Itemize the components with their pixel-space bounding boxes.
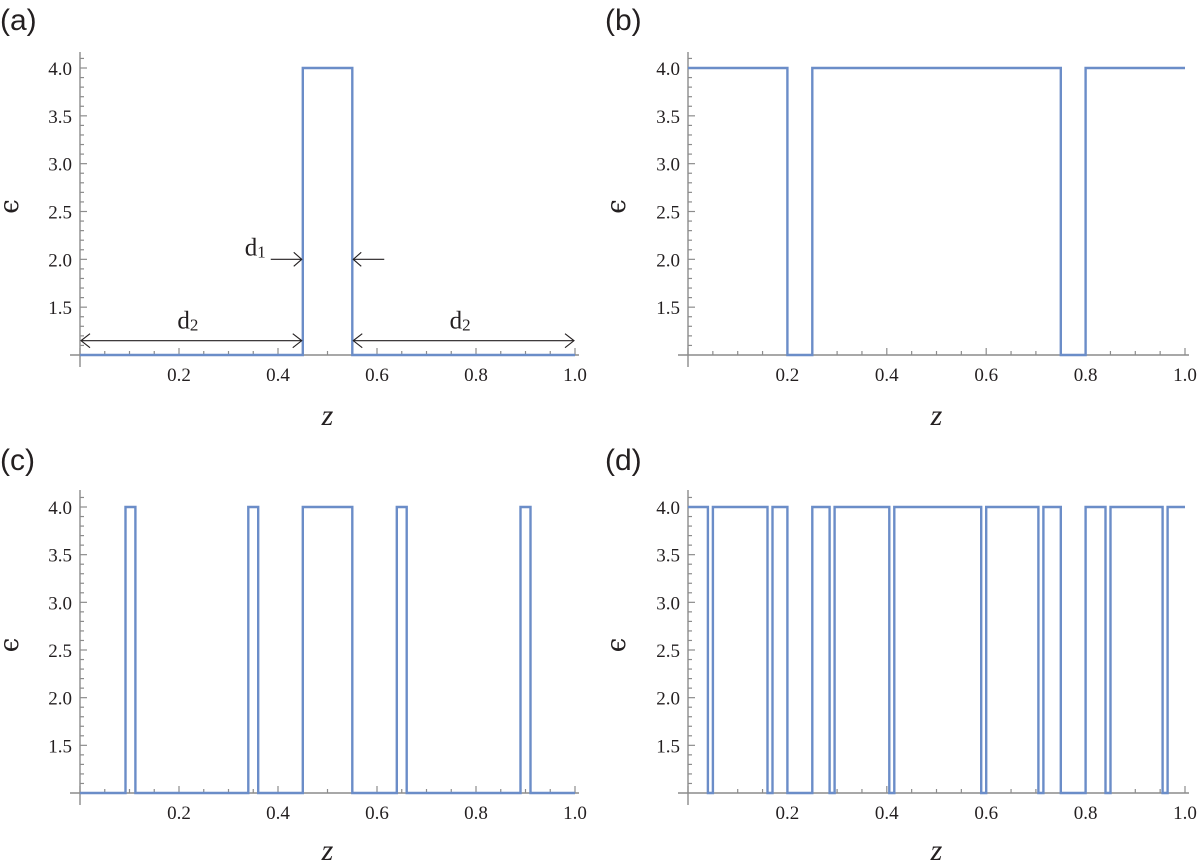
x-tick-label-c: 0.2	[167, 803, 191, 824]
d2-right-label: d2	[450, 308, 471, 335]
y-tick-label-b: 3.5	[656, 107, 680, 128]
y-tick-label-b: 2.0	[656, 250, 680, 271]
y-tick-label-c: 2.0	[48, 689, 72, 710]
x-tick-label-b: 0.4	[875, 365, 899, 386]
x-tick-label-a: 0.4	[266, 365, 290, 386]
d2-right-arrowhead-end	[564, 333, 575, 349]
d1-arrowhead-right	[352, 251, 362, 267]
d2-left-label: d2	[177, 308, 198, 335]
series-line-a	[80, 66, 575, 357]
y-tick-label-a: 3.0	[48, 155, 72, 176]
d2-left-arrowhead-start	[80, 333, 91, 349]
y-tick-label-d: 3.0	[656, 593, 680, 614]
y-tick-label-b: 2.5	[656, 203, 680, 224]
y-tick-label-c: 2.5	[48, 641, 72, 662]
panel-c: (c) 0.2 0.4 0.6 0.8 1.0 1.5 2.0 2.5 3.0 3.5 4.0 z ϵ	[0, 444, 587, 863]
panel-d: (d) 0.2 0.4 0.6 0.8 1.0 1.5 2.0 2.5 3.0 3.5 4.0 z ϵ	[602, 444, 1197, 863]
x-tick-label-c: 1.0	[563, 803, 587, 824]
x-tick-label-b: 0.6	[974, 365, 998, 386]
y-axis-title-c: ϵ	[0, 638, 25, 653]
y-axis-title-b: ϵ	[602, 199, 632, 214]
y-tick-label-d: 2.5	[656, 641, 680, 662]
y-tick-label-c: 1.5	[48, 736, 72, 757]
y-tick-label-c: 4.0	[48, 498, 72, 519]
series-line-b	[688, 66, 1185, 357]
x-axis-title-d: z	[930, 834, 943, 863]
x-tick-label-a: 0.2	[167, 365, 191, 386]
y-tick-label-a: 2.5	[48, 203, 72, 224]
panel-label-c: (c)	[0, 444, 35, 477]
x-tick-label-a: 0.6	[365, 365, 389, 386]
y-tick-label-c: 3.5	[48, 546, 72, 567]
d2-left-arrowhead-end	[292, 333, 303, 349]
y-tick-label-d: 1.5	[656, 736, 680, 757]
y-tick-label-d: 2.0	[656, 689, 680, 710]
panel-a: (a) 0.2 0.4 0.6 0.8 1.0 1.5 2.0 2.5 3.0 3.5 4.0 z ϵ d1…	[0, 4, 587, 432]
x-tick-label-d: 0.8	[1074, 803, 1098, 824]
y-tick-label-b: 3.0	[656, 155, 680, 176]
y-tick-label-a: 2.0	[48, 250, 72, 271]
d1-label: d1	[245, 234, 266, 261]
y-axis-title-a: ϵ	[0, 199, 25, 214]
y-tick-label-a: 4.0	[48, 59, 72, 80]
x-tick-label-d: 1.0	[1173, 803, 1197, 824]
series-line-c	[80, 505, 575, 795]
y-tick-label-b: 1.5	[656, 298, 680, 319]
y-tick-label-d: 4.0	[656, 498, 680, 519]
d1-arrowhead-left	[293, 251, 303, 267]
x-tick-label-d: 0.2	[776, 803, 800, 824]
x-tick-label-b: 1.0	[1173, 365, 1197, 386]
panel-label-b: (b)	[605, 4, 642, 37]
y-axis-title-d: ϵ	[602, 638, 632, 653]
panel-b: (b) 0.2 0.4 0.6 0.8 1.0 1.5 2.0 2.5 3.0 3.5 4.0 z ϵ	[602, 4, 1197, 432]
x-tick-label-b: 0.8	[1074, 365, 1098, 386]
panel-label-d: (d)	[605, 444, 642, 477]
x-axis-title-a: z	[321, 399, 334, 432]
x-tick-label-d: 0.4	[875, 803, 899, 824]
x-axis-title-c: z	[321, 834, 334, 863]
y-tick-label-d: 3.5	[656, 546, 680, 567]
x-axis-title-b: z	[930, 399, 943, 432]
x-tick-label-d: 0.6	[974, 803, 998, 824]
x-tick-label-a: 0.8	[464, 365, 488, 386]
y-tick-label-a: 3.5	[48, 107, 72, 128]
x-tick-label-a: 1.0	[563, 365, 587, 386]
y-tick-label-a: 1.5	[48, 298, 72, 319]
panel-label-a: (a)	[0, 4, 37, 37]
y-tick-label-b: 4.0	[656, 59, 680, 80]
series-line-d	[688, 505, 1185, 795]
d2-right-arrowhead-start	[352, 333, 363, 349]
y-tick-label-c: 3.0	[48, 593, 72, 614]
x-tick-label-c: 0.4	[266, 803, 290, 824]
x-tick-label-c: 0.6	[365, 803, 389, 824]
x-tick-label-c: 0.8	[464, 803, 488, 824]
x-tick-label-b: 0.2	[776, 365, 800, 386]
